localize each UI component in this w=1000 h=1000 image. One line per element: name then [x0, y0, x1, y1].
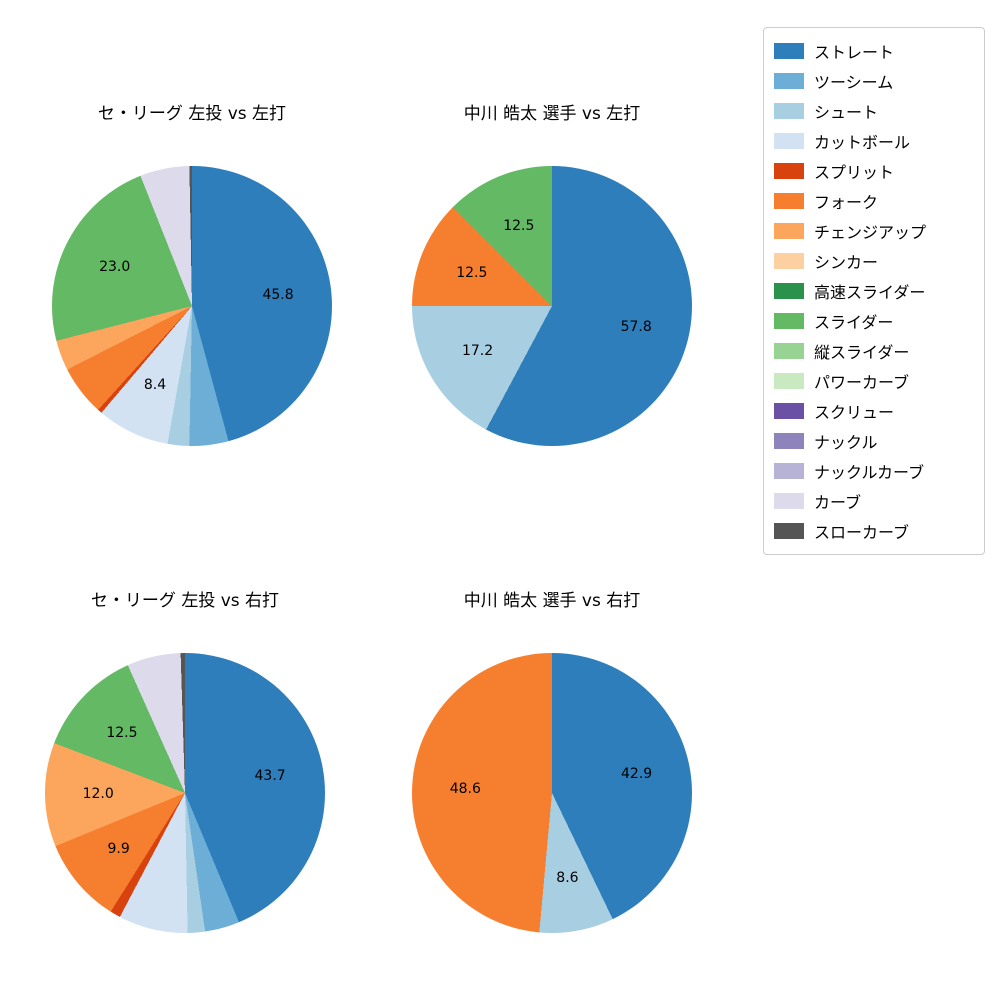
chart-title: 中川 皓太 選手 vs 右打	[463, 591, 641, 611]
legend-color-swatch	[774, 373, 804, 389]
pie-slice-label: 12.5	[456, 264, 488, 281]
legend-item: ナックル	[774, 426, 974, 456]
legend-color-swatch	[774, 103, 804, 119]
legend-color-swatch	[774, 493, 804, 509]
pie-slice-label: 8.6	[556, 870, 579, 887]
pie-chart-league-vs-left: セ・リーグ 左投 vs 左打 45.8 8.4 23.0	[12, 102, 372, 446]
chart-title: セ・リーグ 左投 vs 左打	[97, 104, 287, 124]
legend-label: ストレート	[814, 43, 895, 62]
legend-label: 縦スライダー	[814, 343, 910, 362]
pie-slice-label: 12.0	[82, 786, 114, 803]
legend-label: カーブ	[814, 493, 862, 512]
pie-slice-label: 48.6	[449, 781, 481, 798]
legend-item: カットボール	[774, 126, 974, 156]
legend-color-swatch	[774, 163, 804, 179]
chart-title: セ・リーグ 左投 vs 右打	[90, 591, 280, 611]
legend-color-swatch	[774, 193, 804, 209]
pie-slice-label: 43.7	[254, 767, 286, 784]
legend-label: カットボール	[814, 133, 911, 152]
legend-label: 高速スライダー	[814, 283, 926, 302]
legend-color-swatch	[774, 403, 804, 419]
legend-item: 縦スライダー	[774, 336, 974, 366]
legend-color-swatch	[774, 73, 804, 89]
pie-slice-label: 17.2	[461, 342, 494, 359]
legend-color-swatch	[774, 343, 804, 359]
pie: 57.8 17.2 12.5 12.5	[412, 166, 692, 446]
pie-slice-label: 23.0	[99, 258, 131, 275]
chart-title: 中川 皓太 選手 vs 左打	[463, 104, 641, 124]
legend-color-swatch	[774, 523, 804, 539]
pie-slice-label: 12.5	[503, 217, 535, 234]
legend-label: ナックルカーブ	[814, 463, 925, 482]
legend-item: 高速スライダー	[774, 276, 974, 306]
legend-color-swatch	[774, 253, 804, 269]
legend-color-swatch	[774, 313, 804, 329]
legend-color-swatch	[774, 463, 804, 479]
legend-item: スクリュー	[774, 396, 974, 426]
legend-item: フォーク	[774, 186, 974, 216]
legend-label: フォーク	[814, 193, 879, 212]
legend-label: スローカーブ	[814, 523, 910, 542]
legend-item: ナックルカーブ	[774, 456, 974, 486]
legend-label: ナックル	[814, 433, 878, 452]
legend-item: ストレート	[774, 36, 974, 66]
pie-slice-label: 9.9	[107, 840, 130, 857]
legend-color-swatch	[774, 223, 804, 239]
pie-chart-league-vs-right: セ・リーグ 左投 vs 右打 43.7 9.9 12.0 12.5	[5, 589, 365, 933]
legend-label: パワーカーブ	[814, 373, 910, 392]
legend-label: シンカー	[814, 253, 879, 272]
legend-color-swatch	[774, 283, 804, 299]
legend-color-swatch	[774, 43, 804, 59]
legend-item: ツーシーム	[774, 66, 974, 96]
legend-label: ツーシーム	[814, 73, 894, 92]
legend-label: シュート	[814, 103, 879, 122]
pie: 45.8 8.4 23.0	[52, 166, 332, 446]
pie-slice-label: 45.8	[262, 286, 294, 303]
legend-item: シュート	[774, 96, 974, 126]
pie-slice-label: 8.4	[143, 376, 167, 393]
legend-label: スライダー	[814, 313, 894, 332]
legend-label: スプリット	[814, 163, 895, 182]
legend-item: カーブ	[774, 486, 974, 516]
pie-slice-label: 57.8	[620, 319, 652, 336]
pie-slice-label: 42.9	[621, 765, 653, 782]
pie: 43.7 9.9 12.0 12.5	[45, 653, 325, 933]
legend-color-swatch	[774, 133, 804, 149]
legend-item: スプリット	[774, 156, 974, 186]
pie-slice-label: 12.5	[106, 725, 138, 742]
pie-chart-player-vs-left: 中川 皓太 選手 vs 左打 57.8 17.2 12.5 12.5	[372, 102, 732, 446]
legend-item: スライダー	[774, 306, 974, 336]
pie: 42.9 8.6 48.6	[412, 653, 692, 933]
legend-color-swatch	[774, 433, 804, 449]
legend-item: スローカーブ	[774, 516, 974, 546]
legend-item: チェンジアップ	[774, 216, 974, 246]
pitch-type-legend: ストレートツーシームシュートカットボール スプリットフォークチェンジアップ シンカー…	[763, 27, 985, 555]
pie-chart-player-vs-right: 中川 皓太 選手 vs 右打 42.9 8.6 48.6	[372, 589, 732, 933]
legend-label: スクリュー	[814, 403, 895, 422]
legend-label: チェンジアップ	[814, 223, 927, 242]
legend-item: パワーカーブ	[774, 366, 974, 396]
legend-item: シンカー	[774, 246, 974, 276]
